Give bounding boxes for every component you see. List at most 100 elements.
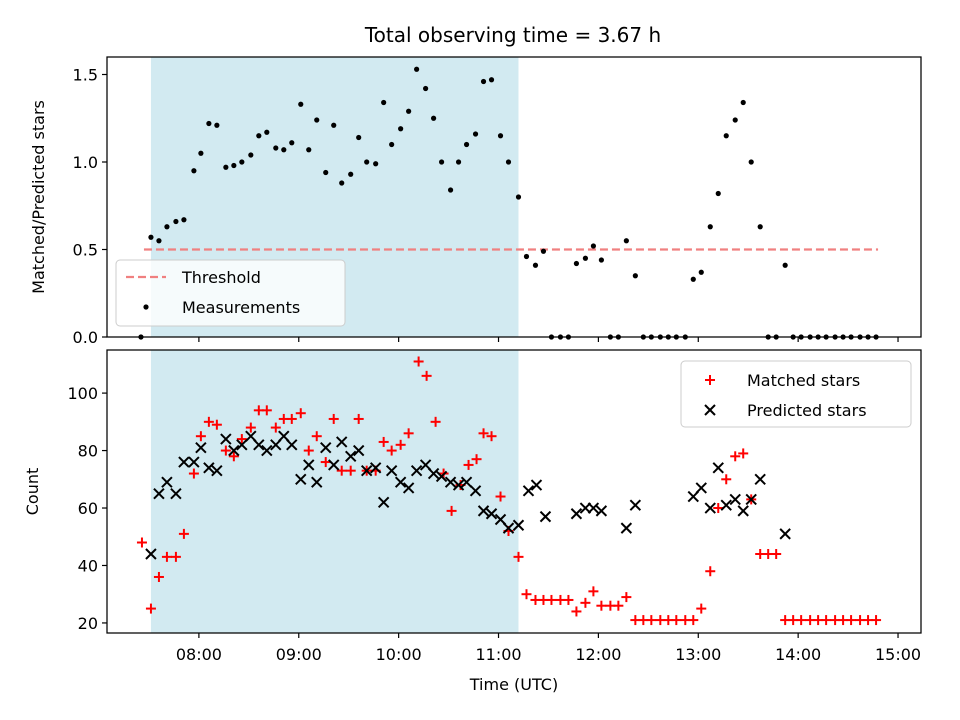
measurement-point: [430, 115, 437, 121]
measurement-point: [438, 159, 445, 165]
measurement-point: [181, 217, 187, 223]
measurement-point: [632, 273, 638, 279]
measurement-point: [173, 218, 179, 225]
predicted-star-point: [188, 456, 200, 468]
y-tick-label: 80: [78, 442, 98, 461]
predicted-star-point: [435, 470, 448, 483]
predicted-marker-b: [153, 487, 165, 500]
predicted-marker-b: [245, 430, 257, 442]
ratio-legend: Threshold Measurements: [115, 259, 346, 327]
legend-predicted-b: [704, 404, 716, 416]
y-tick-label: 100: [67, 384, 98, 403]
matched-star-point: [721, 474, 732, 485]
predicted-star-point: [595, 505, 608, 517]
measurement-point: [231, 162, 237, 169]
legend-box: [680, 360, 912, 428]
count-x-axis: 08:00 09:00 10:00 11:00 12:00 13:00 14:00 15:00: [176, 633, 921, 664]
matched-star-point: [571, 606, 582, 617]
predicted-marker-b: [195, 441, 207, 454]
predicted-marker-b: [394, 476, 407, 488]
matched-star-point: [161, 551, 172, 562]
matched-star-point: [295, 408, 306, 419]
predicted-star-point: [161, 476, 173, 488]
predicted-marker-b: [336, 436, 348, 448]
measurement-point: [488, 77, 495, 83]
measurement-point: [505, 159, 512, 165]
predicted-marker-b: [494, 513, 507, 526]
measurement-point: [364, 159, 370, 165]
predicted-marker-b: [745, 493, 757, 506]
measurement-point: [757, 224, 763, 230]
predicted-star-point: [452, 479, 465, 491]
predicted-marker-b: [469, 485, 482, 497]
x-tick-label: 13:00: [675, 645, 721, 664]
legend-predicted-swatch: [704, 404, 716, 416]
matched-star-point: [261, 405, 272, 416]
matched-star-point: [353, 413, 364, 424]
matched-star-point: [228, 451, 239, 462]
x-tick-label: 10:00: [376, 645, 422, 664]
matched-star-point: [430, 416, 441, 427]
matched-star-point: [395, 439, 406, 450]
matched-star-point: [671, 615, 682, 626]
predicted-marker-b: [419, 459, 432, 471]
predicted-star-point: [203, 462, 215, 474]
predicted-marker-b: [522, 485, 535, 497]
measurement-point: [323, 169, 329, 176]
predicted-star-point: [469, 485, 482, 497]
predicted-marker-b: [402, 482, 415, 494]
predicted-marker-b: [236, 439, 248, 451]
matched-star-point: [846, 615, 857, 626]
predicted-marker-b: [587, 502, 600, 514]
predicted-marker-b: [188, 456, 200, 468]
matched-star-point: [588, 586, 599, 597]
y-tick-label: 0.0: [73, 328, 98, 347]
predicted-marker-b: [253, 439, 265, 451]
predicted-star-point: [402, 482, 415, 494]
predicted-marker-b: [695, 482, 707, 494]
measurement-point: [331, 122, 337, 128]
matched-star-point: [170, 551, 181, 562]
measurement-point: [598, 257, 604, 263]
predicted-marker-b: [704, 502, 716, 514]
measurement-point: [156, 238, 162, 244]
matched-star-point: [320, 457, 331, 468]
predicted-star-point: [352, 444, 365, 457]
matched-star-point: [871, 615, 882, 626]
measurement-point: [497, 133, 504, 139]
predicted-marker-b: [737, 505, 749, 517]
matched-star-point: [463, 459, 474, 470]
predicted-star-point: [328, 459, 340, 471]
predicted-star-point: [570, 508, 583, 520]
predicted-star-point: [303, 459, 315, 471]
predicted-star-point: [236, 439, 248, 451]
matched-star-point: [713, 503, 724, 514]
measurement-point: [472, 131, 479, 137]
predicted-star-point: [195, 441, 207, 454]
measurement-point: [398, 126, 404, 132]
count-y-axis-label: Count: [23, 468, 42, 516]
predicted-marker-b: [595, 505, 608, 517]
matched-star-point: [178, 528, 189, 539]
matched-star-point: [386, 445, 397, 456]
legend-measurement-swatch: [143, 304, 149, 310]
predicted-marker-b: [435, 470, 448, 483]
predicted-star-point: [512, 519, 525, 531]
predicted-marker-b: [570, 508, 583, 520]
matched-star-point: [421, 370, 432, 381]
matched-star-point: [195, 431, 206, 442]
predicted-marker-b: [344, 450, 357, 463]
measurement-point: [447, 187, 454, 193]
matched-star-point: [413, 356, 424, 367]
measurement-point: [480, 78, 487, 85]
count-y-axis: 20 40 60 80 100: [67, 384, 107, 633]
measurement-point: [573, 260, 580, 267]
measurement-point: [223, 164, 229, 170]
legend-matched-label: Matched stars: [747, 371, 860, 390]
x-tick-label: 09:00: [276, 645, 322, 664]
measurement-point: [782, 262, 788, 268]
predicted-marker-b: [629, 499, 642, 511]
matched-star-point: [546, 594, 557, 605]
